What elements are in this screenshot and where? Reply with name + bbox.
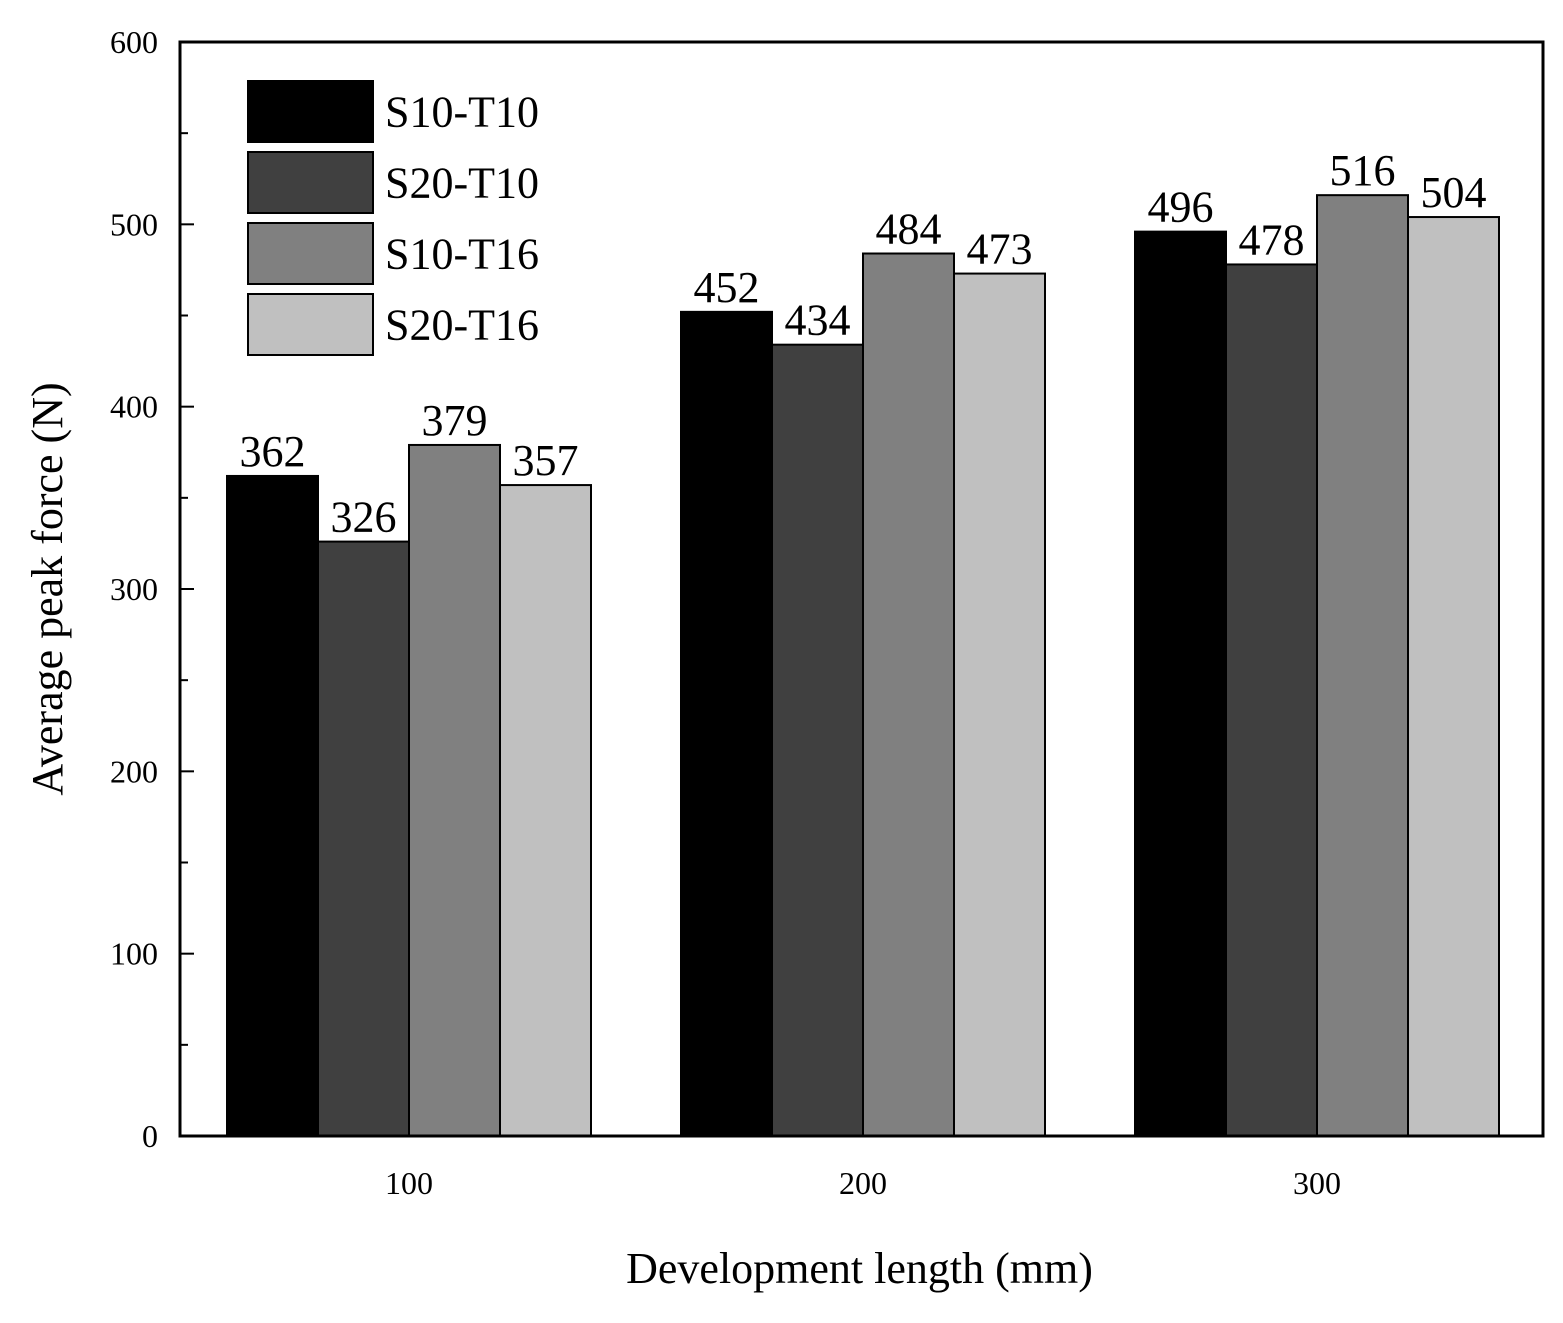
- y-tick-label-300: 300: [110, 571, 158, 607]
- bar-s10-t16-300: [1316, 194, 1409, 1138]
- bar-s20-t10-300: [1225, 263, 1318, 1137]
- y-tick-label-0: 0: [142, 1118, 158, 1154]
- data-label-s20-t10-200: 434: [785, 296, 851, 345]
- bar-s10-t16-100: [408, 443, 501, 1137]
- data-label-s20-t10-300: 478: [1239, 215, 1305, 264]
- legend-label-s20-t16: S20-T16: [385, 301, 539, 350]
- legend-swatch-s20-t16: [247, 293, 374, 356]
- legend: S10-T10 S20-T10 S10-T16 S20-T16: [247, 80, 539, 356]
- bar-s20-t16-100: [499, 484, 592, 1137]
- data-label-s10-t10-300: 496: [1148, 183, 1214, 232]
- bar-s20-t16-200: [953, 272, 1046, 1137]
- bar-s20-t16-300: [1407, 216, 1500, 1138]
- x-axis-title: Development length (mm): [626, 1244, 1093, 1293]
- legend-label-s10-t10: S10-T10: [385, 88, 539, 137]
- data-label-s20-t16-300: 504: [1421, 168, 1487, 217]
- y-tick-label-100: 100: [110, 936, 158, 972]
- legend-label-s20-t10: S20-T10: [385, 159, 539, 208]
- legend-swatch-s10-t16: [247, 222, 374, 285]
- bar-s10-t16-200: [862, 252, 955, 1138]
- ticks-layer: 0 100 200 300 400 500 600 100 200 300: [110, 24, 1341, 1201]
- x-tick-label-300: 300: [1293, 1165, 1341, 1201]
- x-tick-label-100: 100: [385, 1165, 433, 1201]
- bar-s20-t10-200: [771, 343, 864, 1137]
- data-labels-layer: 362 452 496 326 434 478 379 484 516 357 473 504: [240, 146, 1487, 541]
- data-label-s10-t16-200: 484: [876, 205, 942, 254]
- legend-label-s10-t16: S10-T16: [385, 230, 539, 279]
- bar-s10-t10-100: [226, 474, 319, 1138]
- data-label-s10-t16-100: 379: [422, 396, 488, 445]
- bar-s10-t10-200: [680, 310, 773, 1137]
- bars-layer: [226, 194, 1500, 1138]
- y-tick-label-200: 200: [110, 753, 158, 789]
- data-label-s20-t16-200: 473: [967, 225, 1033, 274]
- legend-swatch-s20-t10: [247, 151, 374, 214]
- x-tick-label-200: 200: [839, 1165, 887, 1201]
- bar-s20-t10-100: [317, 540, 410, 1137]
- bar-s10-t10-300: [1134, 230, 1227, 1138]
- data-label-s10-t16-300: 516: [1330, 146, 1396, 195]
- data-label-s10-t10-100: 362: [240, 427, 306, 476]
- y-tick-label-400: 400: [110, 389, 158, 425]
- y-tick-label-600: 600: [110, 24, 158, 60]
- legend-swatch-s10-t10: [247, 80, 374, 143]
- data-label-s20-t16-100: 357: [513, 436, 579, 485]
- data-label-s20-t10-100: 326: [331, 493, 397, 542]
- y-tick-label-500: 500: [110, 206, 158, 242]
- y-axis-title: Average peak force (N): [23, 382, 72, 795]
- data-label-s10-t10-200: 452: [694, 263, 760, 312]
